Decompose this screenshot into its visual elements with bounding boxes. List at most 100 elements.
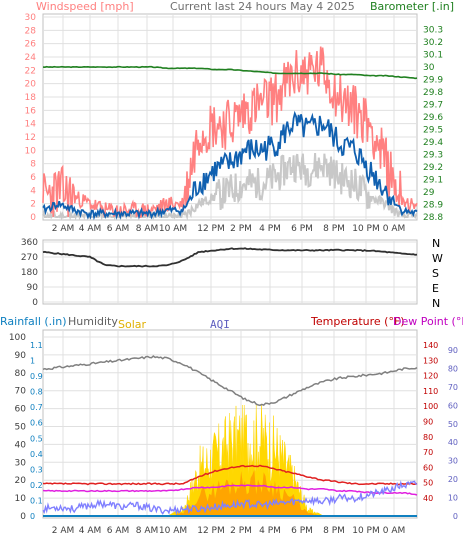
weather-x-tick-label: 4 AM [79, 526, 102, 536]
aqi-tick-label: 80 [448, 364, 458, 373]
temperature-tick-label: 90 [423, 418, 433, 427]
rain-tick-label: 1.1 [30, 341, 43, 350]
wind-x-tick-label: 8 PM [323, 224, 345, 234]
direction-tick-label: 180 [21, 268, 38, 278]
wind-left-tick-label: 2 [30, 200, 36, 210]
barometer-tick-label: 30 [423, 63, 435, 73]
weather-x-tick-label: 2 PM [230, 526, 252, 536]
aqi-title: AQI [210, 318, 230, 331]
weather-left-tick-label: 60 [15, 405, 27, 415]
barometer-tick-label: 29.7 [423, 101, 443, 111]
rain-tick-label: 0.7 [30, 403, 43, 412]
aqi-tick-label: 50 [448, 420, 458, 429]
wind-left-tick-label: 4 [30, 186, 36, 196]
barometer-tick-label: 29.4 [423, 138, 443, 148]
barometer-series [42, 65, 418, 80]
weather-x-tick-label: 12 PM [197, 526, 225, 536]
wind-x-tick-label: 4 AM [79, 224, 102, 234]
barometer-right-ticks: 28.8 28.9 29 29.1 29.2 29.3 29.4 29.5 29.6 29.7 29… [423, 26, 443, 224]
barometer-tick-label: 29 [423, 188, 435, 198]
wind-left-tick-label: 20 [25, 80, 37, 90]
dewpoint-title: Dew Point (°F) [393, 315, 463, 328]
aqi-tick-label: 90 [448, 346, 458, 355]
compass-label: W [432, 252, 443, 265]
temperature-tick-label: 130 [423, 356, 438, 365]
weather-left-tick-label: 50 [15, 423, 27, 433]
direction-line [42, 247, 418, 268]
rain-tick-label: 0.3 [30, 465, 43, 474]
barometer-tick-label: 30.3 [423, 26, 443, 36]
wind-left-tick-label: 12 [25, 133, 36, 143]
solar-title: Solar [118, 318, 147, 331]
direction-grid [43, 240, 417, 304]
temperature-tick-label: 100 [423, 402, 438, 411]
temperature-tick-label: 120 [423, 372, 438, 381]
wind-x-tick-label: 2 PM [230, 224, 252, 234]
weather-grid [43, 330, 417, 518]
weather-x-tick-label: 10 PM [352, 526, 380, 536]
barometer-tick-label: 29.3 [423, 151, 443, 161]
wind-left-tick-label: 30 [25, 13, 37, 23]
direction-left-ticks: 360 270 180 90 0 [21, 238, 38, 308]
rain-tick-label: 1 [30, 357, 35, 366]
wind-avg-line [42, 110, 418, 221]
compass-label: N [432, 297, 440, 310]
chart-title: Current last 24 hours May 4 2025 [170, 0, 355, 13]
weather-x-tick-label: 10 AM [159, 526, 187, 536]
weather-left-tick-label: 10 [15, 494, 27, 504]
weather-left-ticks: 0 10 20 30 40 50 60 70 80 90 100 [9, 333, 26, 522]
direction-tick-label: 0 [32, 298, 38, 308]
barometer-tick-label: 28.8 [423, 213, 443, 223]
temperature-tick-label: 140 [423, 341, 438, 350]
weather-x-tick-label: 8 PM [323, 526, 345, 536]
wind-gust-series [42, 46, 418, 219]
direction-tick-label: 90 [27, 283, 39, 293]
aqi-tick-label: 20 [448, 475, 458, 484]
wind-left-tick-label: 16 [25, 106, 37, 116]
wind-left-tick-label: 6 [30, 173, 36, 183]
weather-x-ticks: 2 AM 4 AM 6 AM 8 AM 10 AM 12 PM 2 PM 4 PM 6 PM 8 … [52, 526, 406, 536]
wind-x-tick-label: 8 AM [136, 224, 159, 234]
temperature-tick-label: 40 [423, 494, 433, 503]
compass-label: S [432, 267, 439, 280]
rain-tick-label: 0.6 [30, 419, 43, 428]
wind-left-tick-label: 10 [25, 146, 37, 156]
temperature-tick-label: 80 [423, 433, 433, 442]
temperature-tick-label: 110 [423, 387, 438, 396]
compass-label: E [432, 282, 439, 295]
wind-x-tick-label: 4 PM [259, 224, 281, 234]
wind-left-tick-label: 28 [25, 26, 37, 36]
barometer-tick-label: 29.1 [423, 176, 443, 186]
humidity-series [42, 355, 418, 407]
aqi-tick-label: 40 [448, 438, 458, 447]
direction-series [42, 247, 418, 268]
wind-x-tick-label: 2 AM [52, 224, 75, 234]
temperature-line [42, 464, 418, 486]
rain-tick-label: 0.1 [30, 496, 43, 505]
rain-tick-label: 0.5 [30, 434, 43, 443]
aqi-tick-label: 30 [448, 457, 458, 466]
rain-tick-label: 0.4 [30, 450, 43, 459]
weather-left-tick-label: 90 [15, 351, 27, 361]
wind-left-tick-label: 26 [25, 40, 37, 50]
wind-x-tick-label: 0 AM [383, 224, 406, 234]
wind-x-tick-label: 6 PM [291, 224, 313, 234]
barometer-tick-label: 30.2 [423, 38, 443, 48]
rain-tick-label: 0.2 [30, 481, 43, 490]
wind-gust-line [42, 46, 418, 219]
dewpoint-series [42, 484, 418, 496]
rain-tick-label: 0.8 [30, 388, 43, 397]
barometer-tick-label: 29.2 [423, 163, 443, 173]
barometer-tick-label: 30.1 [423, 51, 443, 61]
weather-left-tick-label: 100 [9, 333, 26, 343]
wind-left-tick-label: 0 [30, 213, 36, 223]
aqi-ticks: 0 10 20 30 40 50 60 70 80 90 [448, 346, 458, 521]
weather-left-tick-label: 40 [15, 440, 27, 450]
barometer-tick-label: 28.9 [423, 201, 443, 211]
weather-left-tick-label: 70 [15, 387, 27, 397]
wind-x-tick-label: 12 PM [197, 224, 225, 234]
wind-left-tick-label: 8 [30, 160, 36, 170]
wind-left-tick-label: 24 [25, 53, 37, 63]
barometer-title: Barometer [.in] [370, 0, 454, 13]
